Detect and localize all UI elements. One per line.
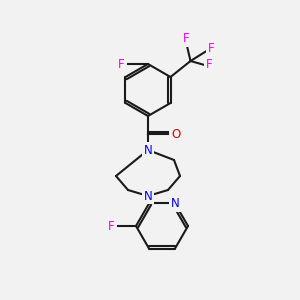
Text: N: N: [144, 190, 152, 202]
Text: F: F: [108, 220, 114, 232]
Text: F: F: [118, 58, 124, 70]
Text: F: F: [183, 32, 190, 46]
Text: N: N: [144, 143, 152, 157]
Text: O: O: [171, 128, 181, 140]
Text: F: F: [208, 41, 215, 55]
Text: F: F: [206, 58, 213, 71]
Text: N: N: [171, 197, 179, 210]
